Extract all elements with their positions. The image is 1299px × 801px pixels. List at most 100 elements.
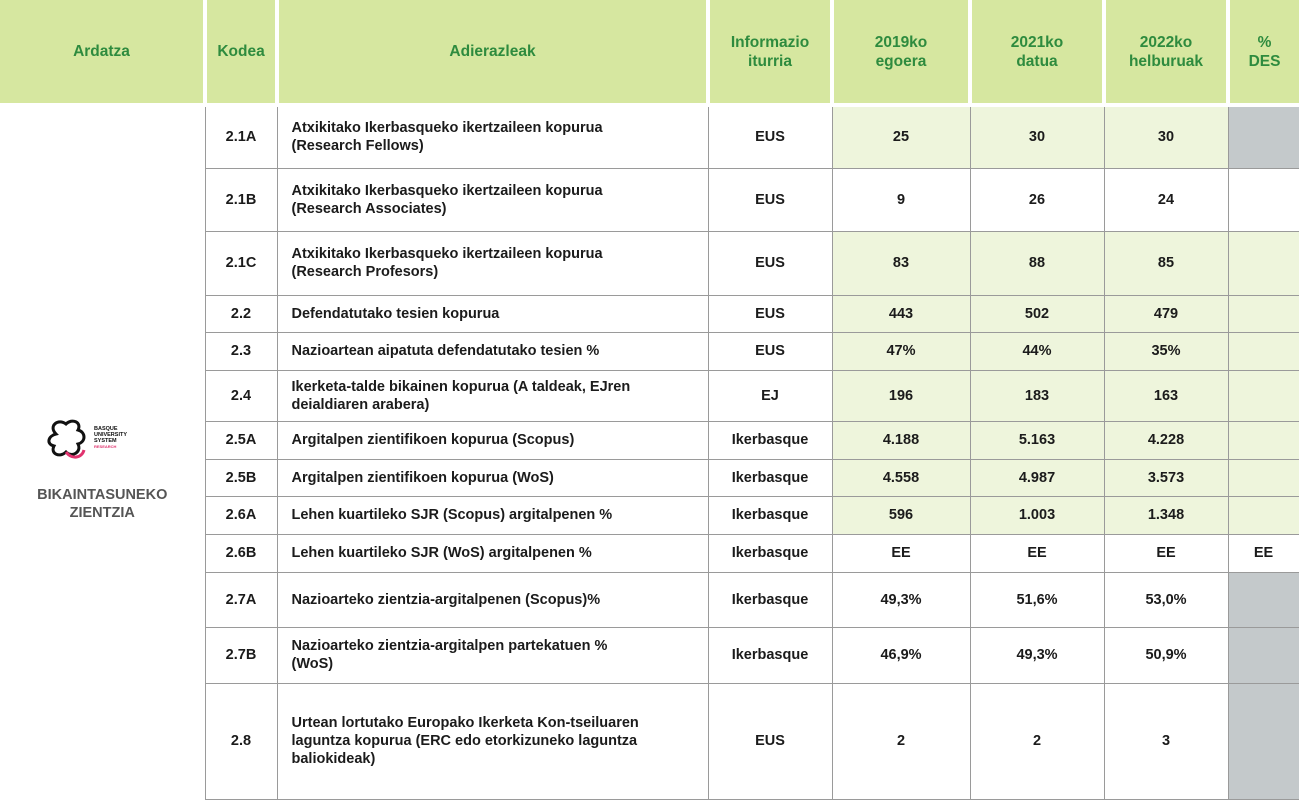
code-cell: 2.2 bbox=[204, 294, 278, 333]
value-2022-cell: 1.348 bbox=[1103, 495, 1229, 535]
des-cell bbox=[1227, 167, 1299, 232]
source-cell: EUS bbox=[707, 104, 833, 169]
column-header: 2021ko datua bbox=[968, 0, 1104, 107]
des-cell bbox=[1227, 369, 1299, 422]
value-2021-cell: 49,3% bbox=[969, 626, 1105, 684]
indicator-cell: Nazioarteko zientzia-argitalpen partekat… bbox=[276, 626, 709, 684]
value-2022-cell: 4.228 bbox=[1103, 420, 1229, 460]
source-cell: Ikerbasque bbox=[707, 571, 833, 628]
value-2019-cell: 443 bbox=[831, 294, 971, 333]
axis-label: BIKAINTASUNEKO ZIENTZIA bbox=[37, 487, 168, 521]
indicator-cell: Nazioartean aipatuta defendatutako tesie… bbox=[276, 331, 709, 371]
logo-accent bbox=[65, 449, 86, 459]
logo-text: BASQUE bbox=[94, 426, 118, 432]
source-cell: Ikerbasque bbox=[707, 420, 833, 460]
column-header: Kodea bbox=[203, 0, 277, 107]
value-2022-cell: 163 bbox=[1103, 369, 1229, 422]
value-2021-cell: 88 bbox=[969, 230, 1105, 296]
table-row: BASQUE UNIVERSITY SYSTEM RESEARCH BIKAINTASU… bbox=[0, 104, 1299, 799]
code-cell: 2.1A bbox=[204, 104, 278, 169]
indicator-cell: Argitalpen zientifikoen kopurua (Scopus) bbox=[276, 420, 709, 460]
column-header-text: Informazio iturria bbox=[730, 33, 810, 70]
source-cell: EUS bbox=[707, 230, 833, 296]
table-row: 2.1C Atxikitako Ikerbasqueko ikertzaileen… bbox=[0, 230, 1299, 296]
value-2022-cell: EE bbox=[1103, 533, 1229, 573]
value-2022-cell: 3 bbox=[1103, 682, 1229, 800]
logo-text: SYSTEM bbox=[94, 438, 117, 444]
value-2021-cell: 183 bbox=[969, 369, 1105, 422]
source-cell: EUS bbox=[707, 682, 833, 800]
value-2022-cell: 30 bbox=[1103, 104, 1229, 169]
source-cell: Ikerbasque bbox=[707, 533, 833, 573]
indicator-cell: Lehen kuartileko SJR (WoS) argitalpenen … bbox=[276, 533, 709, 573]
des-cell bbox=[1227, 571, 1299, 628]
column-header-text: 2022ko helburuak bbox=[1128, 33, 1204, 70]
column-header-text: Adierazleak bbox=[449, 43, 536, 60]
value-2019-cell: 49,3% bbox=[831, 571, 971, 628]
logo-text: RESEARCH bbox=[94, 444, 117, 449]
indicator-cell: Ikerketa-talde bikainen kopurua (A talde… bbox=[276, 369, 709, 422]
logo-text: UNIVERSITY bbox=[94, 432, 127, 438]
code-cell: 2.1B bbox=[204, 167, 278, 232]
indicator-cell: Atxikitako Ikerbasqueko ikertzaileen kop… bbox=[276, 104, 709, 169]
indicator-cell: Atxikitako Ikerbasqueko ikertzaileen kop… bbox=[276, 230, 709, 296]
value-2021-cell: 4.987 bbox=[969, 458, 1105, 497]
des-cell bbox=[1227, 294, 1299, 333]
value-2019-cell: 47% bbox=[831, 331, 971, 371]
value-2019-cell: 83 bbox=[831, 230, 971, 296]
column-header: 2022ko helburuak bbox=[1102, 0, 1228, 107]
des-cell bbox=[1227, 495, 1299, 535]
table-row: 2.5A Argitalpen zientifikoen kopurua (Sco… bbox=[0, 420, 1299, 460]
value-2019-cell: 2 bbox=[831, 682, 971, 800]
column-header: Ardatza bbox=[0, 0, 205, 107]
des-cell bbox=[1227, 458, 1299, 497]
column-header: % DES bbox=[1226, 0, 1299, 107]
table-row: 2.7A Nazioarteko zientzia-argitalpenen (S… bbox=[0, 571, 1299, 628]
source-cell: Ikerbasque bbox=[707, 626, 833, 684]
indicator-cell: Atxikitako Ikerbasqueko ikertzaileen kop… bbox=[276, 167, 709, 232]
code-cell: 2.4 bbox=[204, 369, 278, 422]
value-2022-cell: 24 bbox=[1103, 167, 1229, 232]
value-2021-cell: EE bbox=[969, 533, 1105, 573]
value-2021-cell: 502 bbox=[969, 294, 1105, 333]
value-2022-cell: 3.573 bbox=[1103, 458, 1229, 497]
column-header-text: 2021ko datua bbox=[1010, 33, 1064, 70]
column-header: Informazio iturria bbox=[706, 0, 832, 107]
code-cell: 2.7A bbox=[204, 571, 278, 628]
value-2019-cell: 46,9% bbox=[831, 626, 971, 684]
des-cell bbox=[1227, 682, 1299, 800]
value-2022-cell: 85 bbox=[1103, 230, 1229, 296]
column-header-text: Ardatza bbox=[73, 43, 130, 60]
des-cell bbox=[1227, 331, 1299, 371]
value-2021-cell: 44% bbox=[969, 331, 1105, 371]
source-cell: EJ bbox=[707, 369, 833, 422]
value-2019-cell: 596 bbox=[831, 495, 971, 535]
header-row: Ardatza Kodea Adierazleak Informazio iturri… bbox=[0, 0, 1299, 107]
value-2022-cell: 50,9% bbox=[1103, 626, 1229, 684]
axis-cell: BASQUE UNIVERSITY SYSTEM RESEARCH BIKAINTASU… bbox=[0, 105, 206, 799]
table-row: 2.2 Defendatutako tesien kopurua EUS 443 502… bbox=[0, 294, 1299, 333]
column-header-text: Kodea bbox=[217, 43, 265, 60]
table-row: 2.4 Ikerketa-talde bikainen kopurua (A ta… bbox=[0, 369, 1299, 422]
des-cell bbox=[1227, 420, 1299, 460]
source-cell: Ikerbasque bbox=[707, 458, 833, 497]
value-2019-cell: EE bbox=[831, 533, 971, 573]
column-header: Adierazleak bbox=[275, 0, 708, 107]
des-cell: EE bbox=[1227, 533, 1299, 573]
column-header-text: 2019ko egoera bbox=[874, 33, 928, 70]
value-2019-cell: 9 bbox=[831, 167, 971, 232]
code-cell: 2.7B bbox=[204, 626, 278, 684]
code-cell: 2.1C bbox=[204, 230, 278, 296]
table-row: 2.7B Nazioarteko zientzia-argitalpen part… bbox=[0, 626, 1299, 684]
table-row: 2.5B Argitalpen zientifikoen kopurua (WoS… bbox=[0, 458, 1299, 497]
value-2022-cell: 35% bbox=[1103, 331, 1229, 371]
value-2021-cell: 2 bbox=[969, 682, 1105, 800]
value-2021-cell: 5.163 bbox=[969, 420, 1105, 460]
indicator-cell: Nazioarteko zientzia-argitalpenen (Scopu… bbox=[276, 571, 709, 628]
code-cell: 2.3 bbox=[204, 331, 278, 371]
indicator-cell: Defendatutako tesien kopurua bbox=[276, 294, 709, 333]
value-2022-cell: 53,0% bbox=[1103, 571, 1229, 628]
